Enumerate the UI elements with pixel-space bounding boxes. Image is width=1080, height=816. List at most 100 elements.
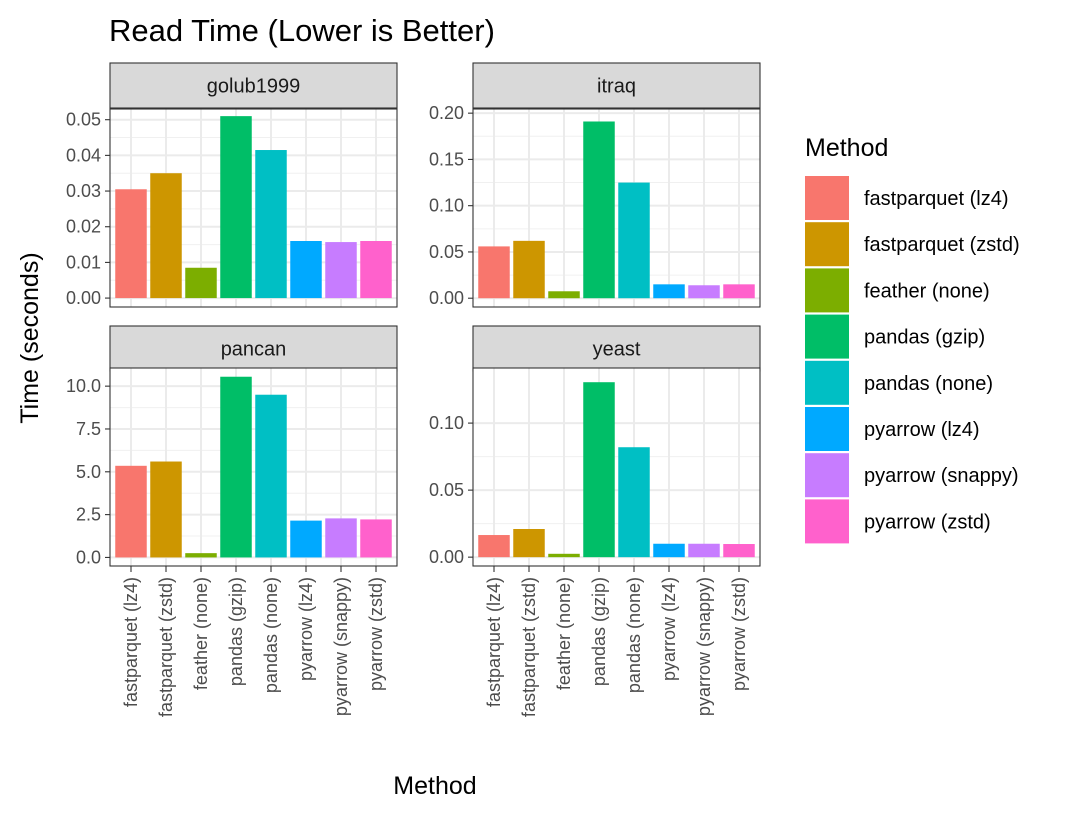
facet-strip	[109, 62, 398, 109]
panel-border	[109, 108, 398, 308]
legend-label: pandas (gzip)	[864, 327, 985, 349]
y-tick-label: 0.00	[66, 288, 101, 308]
y-tick-label: 7.5	[76, 419, 101, 439]
facet-panel-golub1999: golub1999 0.00 0.01 0.02 0.03 0.04 0.05	[66, 62, 398, 308]
legend-swatch	[805, 499, 849, 544]
y-tick-label: 5.0	[76, 462, 101, 482]
y-tick-label: 0.05	[66, 110, 101, 130]
bar-itraq-7	[688, 285, 720, 299]
x-tick-label: pyarrow (lz4)	[296, 577, 316, 681]
legend-title: Method	[805, 134, 888, 162]
chart-title: Read Time (Lower is Better)	[109, 13, 495, 48]
y-tick-label: 0.15	[429, 149, 464, 169]
legend-label: feather (none)	[864, 280, 990, 302]
y-tick-label: 0.04	[66, 145, 101, 165]
legend-swatch	[805, 176, 849, 220]
bar-yeast-1	[478, 535, 510, 558]
bar-golub1999-7	[325, 242, 357, 299]
x-tick-label: pandas (gzip)	[226, 577, 246, 686]
panel-border	[109, 367, 398, 567]
facet-strip	[472, 325, 761, 372]
x-tick-label: pyarrow (snappy)	[694, 577, 714, 716]
bar-yeast-6	[653, 543, 685, 558]
x-tick-label: pyarrow (zstd)	[366, 577, 386, 691]
legend-items: fastparquet (lz4) fastparquet (zstd) feath…	[805, 176, 1020, 544]
bar-golub1999-4	[220, 116, 252, 299]
bar-itraq-3	[548, 291, 580, 299]
x-tick-label: fastparquet (zstd)	[519, 577, 539, 717]
bar-golub1999-1	[115, 189, 147, 299]
x-tick-label: feather (none)	[191, 577, 211, 690]
bar-pancan-3	[185, 553, 217, 558]
x-tick-label: feather (none)	[554, 577, 574, 690]
bar-golub1999-8	[360, 241, 392, 299]
facet-panel-itraq: itraq 0.00 0.05 0.10 0.15 0.20	[429, 62, 761, 308]
bar-pancan-1	[115, 465, 147, 558]
x-tick-label: pandas (none)	[261, 577, 281, 693]
bar-yeast-8	[723, 544, 755, 558]
bar-itraq-1	[478, 246, 510, 299]
bar-itraq-2	[513, 240, 545, 299]
bar-itraq-8	[723, 284, 755, 299]
x-tick-label: fastparquet (lz4)	[121, 577, 141, 707]
bar-yeast-3	[548, 553, 580, 558]
bar-yeast-5	[618, 447, 650, 558]
bar-itraq-4	[583, 121, 615, 299]
legend-label: pyarrow (snappy)	[864, 465, 1019, 487]
bar-yeast-4	[583, 382, 615, 558]
bar-yeast-2	[513, 529, 545, 558]
bar-golub1999-2	[150, 173, 182, 299]
bar-pancan-6	[290, 520, 322, 558]
x-axis-title: Method	[393, 772, 476, 800]
bar-pancan-2	[150, 461, 182, 558]
x-tick-label: fastparquet (zstd)	[156, 577, 176, 717]
y-tick-label: 0.0	[76, 547, 101, 567]
bar-pancan-4	[220, 376, 252, 558]
legend-label: pyarrow (zstd)	[864, 511, 991, 533]
y-tick-label: 0.02	[66, 217, 101, 237]
bar-golub1999-3	[185, 267, 217, 299]
x-tick-label: pandas (none)	[624, 577, 644, 693]
y-tick-label: 0.00	[429, 288, 464, 308]
facet-strip	[109, 325, 398, 372]
bar-golub1999-5	[255, 150, 287, 299]
bar-itraq-6	[653, 284, 685, 299]
legend-swatch	[805, 360, 849, 405]
facet-strip	[472, 62, 761, 109]
legend-swatch	[805, 314, 849, 359]
bar-yeast-7	[688, 543, 720, 558]
panel-border	[472, 367, 761, 567]
x-tick-label: pandas (gzip)	[589, 577, 609, 686]
x-tick-label: fastparquet (lz4)	[484, 577, 504, 707]
facet-panel-yeast: yeast 0.00 0.05 0.10	[429, 325, 761, 567]
facet-strip-label: pancan	[221, 339, 287, 361]
panel-border	[472, 108, 761, 308]
x-tick-label: pyarrow (snappy)	[331, 577, 351, 716]
bar-pancan-5	[255, 394, 287, 558]
legend-swatch	[805, 268, 849, 313]
x-tick-label: pyarrow (lz4)	[659, 577, 679, 681]
bar-itraq-5	[618, 182, 650, 299]
facet-panel-pancan: pancan 0.0 2.5 5.0 7.5 10.0	[66, 325, 398, 567]
bar-pancan-8	[360, 519, 392, 558]
facet-panels: golub1999 0.00 0.01 0.02 0.03 0.04 0.05 itraq 0.…	[66, 62, 761, 567]
facet-strip-label: yeast	[593, 339, 641, 361]
legend-swatch	[805, 407, 849, 451]
x-axis-ticks: fastparquet (lz4) fastparquet (zstd) feath…	[121, 566, 749, 717]
y-tick-label: 0.05	[429, 480, 464, 500]
legend-label: fastparquet (lz4)	[864, 188, 1009, 210]
y-tick-label: 0.01	[66, 252, 101, 272]
legend-label: fastparquet (zstd)	[864, 234, 1020, 256]
facet-strip-label: itraq	[597, 76, 636, 98]
legend-swatch	[805, 453, 849, 498]
y-tick-label: 2.5	[76, 505, 101, 525]
y-tick-label: 0.10	[429, 196, 464, 216]
y-tick-label: 0.05	[429, 242, 464, 262]
y-tick-label: 0.00	[429, 547, 464, 567]
legend-label: pandas (none)	[864, 373, 993, 395]
bar-pancan-7	[325, 518, 357, 558]
bar-golub1999-6	[290, 241, 322, 299]
facet-strip-label: golub1999	[207, 76, 300, 98]
y-tick-label: 0.03	[66, 181, 101, 201]
